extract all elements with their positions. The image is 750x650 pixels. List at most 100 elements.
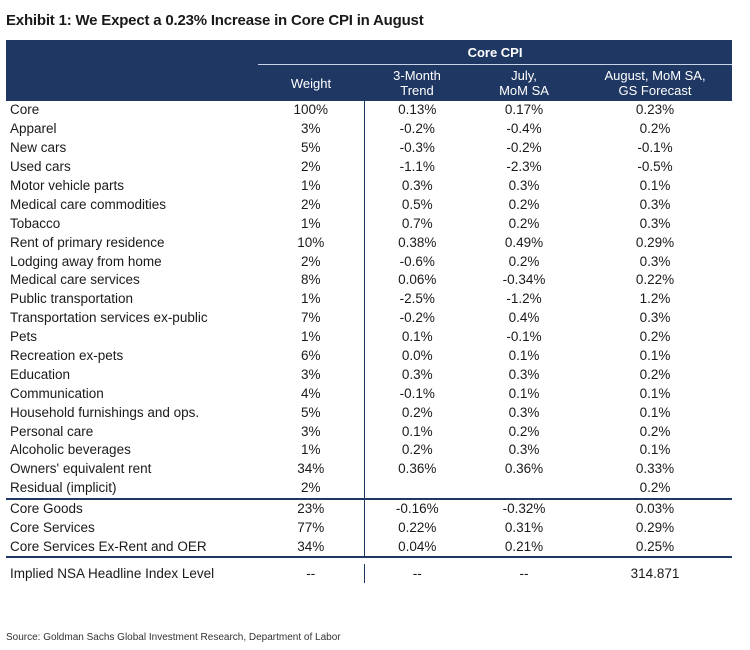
row-label: Household furnishings and ops. (10, 404, 200, 420)
header-july-line1: July, (511, 68, 537, 83)
table-row: Core Goods 23% -0.16% -0.32% 0.03% (6, 498, 732, 519)
table-row: Used cars 2% -1.1% -2.3% -0.5% (6, 157, 732, 177)
cell-weight: 1% (300, 215, 321, 231)
cell-july (470, 479, 578, 498)
table-row: Household furnishings and ops. 5% 0.2% 0.3%… (6, 403, 732, 423)
cell-august-forecast: 314.871 (630, 565, 680, 581)
table-row: Education 3% 0.3% 0.3% 0.2% (6, 365, 732, 385)
cell-july: -0.34% (502, 272, 546, 288)
cell-three-month-trend: -0.1% (363, 384, 470, 404)
cell-july: 0.2% (508, 196, 540, 212)
table-row: Medical care services 8% 0.06% -0.34% 0.22% (6, 271, 732, 290)
header-blank-cell (6, 40, 258, 65)
cell-weight: 2% (300, 196, 321, 212)
table-row: Recreation ex-pets 6% 0.0% 0.1% 0.1% (6, 346, 732, 366)
table-row: Tobacco 1% 0.7% 0.2% 0.3% (6, 214, 732, 234)
row-label: Public transportation (10, 291, 134, 307)
cell-august-forecast: 0.3% (639, 196, 671, 212)
table-row: Motor vehicle parts 1% 0.3% 0.3% 0.1% (6, 176, 732, 196)
cell-three-month-trend: -0.2% (363, 119, 470, 139)
cell-july: 0.1% (508, 348, 540, 364)
cell-august-forecast: 0.1% (639, 385, 671, 401)
table-row: Public transportation 1% -2.5% -1.2% 1.2% (6, 289, 732, 309)
cell-july: 0.2% (508, 215, 540, 231)
cell-july: -0.4% (506, 121, 542, 137)
cell-weight: 6% (300, 348, 321, 364)
row-label: Implied NSA Headline Index Level (10, 565, 215, 581)
table-row: Residual (implicit) 2% 0.2% (6, 478, 732, 498)
cell-july: -0.32% (502, 501, 546, 517)
header-three-month-line1: 3-Month (393, 68, 441, 83)
cell-weight: 1% (300, 329, 321, 345)
row-label: Tobacco (10, 215, 61, 231)
table-body-index: Implied NSA Headline Index Level -- -- -… (6, 564, 732, 584)
cell-three-month-trend: 0.3% (363, 365, 470, 385)
cell-weight: 3% (300, 366, 321, 382)
table-row: Rent of primary residence 10% 0.38% 0.49% 0.… (6, 233, 732, 253)
row-label: Apparel (10, 121, 57, 137)
cell-weight: 77% (297, 520, 325, 536)
cell-three-month-trend: 0.1% (363, 327, 470, 347)
cell-august-forecast: 0.25% (635, 538, 675, 554)
cell-july: 0.17% (504, 102, 544, 118)
cell-weight: 3% (300, 121, 321, 137)
cell-three-month-trend: -0.2% (363, 308, 470, 328)
cell-weight: 3% (300, 423, 321, 439)
table-row: Core Services 77% 0.22% 0.31% 0.29% (6, 518, 732, 538)
cell-three-month-trend: 0.38% (363, 233, 470, 253)
cell-july: 0.3% (508, 442, 540, 458)
table-row: New cars 5% -0.3% -0.2% -0.1% (6, 138, 732, 158)
cell-july: 0.49% (504, 234, 544, 250)
row-label: Recreation ex-pets (10, 348, 124, 364)
cell-august-forecast: 1.2% (639, 291, 671, 307)
cell-august-forecast: 0.22% (635, 272, 675, 288)
cell-july: 0.3% (508, 404, 540, 420)
row-label: Medical care services (10, 272, 140, 288)
table-separator-2 (6, 555, 733, 564)
cell-july: 0.3% (508, 178, 540, 193)
table-row-index-level: Implied NSA Headline Index Level -- -- -… (6, 564, 732, 584)
cell-weight: 1% (300, 178, 321, 193)
cell-three-month-trend: -2.5% (363, 289, 470, 309)
header-august-forecast: August, MoM SA, GS Forecast (578, 64, 733, 101)
header-august-line2: GS Forecast (618, 83, 692, 98)
cell-august-forecast: 0.29% (635, 520, 675, 536)
table-row: Pets 1% 0.1% -0.1% 0.2% (6, 327, 732, 347)
cell-weight: 100% (293, 102, 329, 118)
cell-three-month-trend: 0.06% (363, 271, 470, 290)
table-row: Transportation services ex-public 7% -0.2%… (6, 308, 732, 328)
cell-august-forecast: 0.1% (639, 348, 671, 364)
cell-august-forecast: 0.1% (639, 404, 671, 420)
cell-july: -0.1% (506, 329, 542, 345)
cell-three-month-trend: 0.2% (363, 441, 470, 460)
cell-august-forecast: 0.33% (635, 461, 675, 477)
table-header: Core CPI Weight 3-Month Trend July, MoM … (6, 40, 733, 101)
core-cpi-table: Core CPI Weight 3-Month Trend July, MoM … (6, 40, 733, 584)
row-label: Core Goods (10, 501, 83, 517)
cell-weight: 5% (300, 140, 321, 156)
cell-three-month-trend: -0.16% (363, 498, 470, 519)
cell-july: -0.2% (506, 140, 542, 156)
cell-weight: -- (306, 565, 316, 581)
cell-july: 0.31% (504, 520, 544, 536)
cell-three-month-trend: 0.22% (363, 518, 470, 538)
cell-august-forecast: 0.3% (639, 310, 671, 326)
cell-weight: 1% (300, 442, 321, 458)
table-row: Lodging away from home 2% -0.6% 0.2% 0.3% (6, 252, 732, 272)
cell-august-forecast: 0.3% (639, 215, 671, 231)
cell-august-forecast: 0.2% (639, 121, 671, 137)
exhibit-title: Exhibit 1: We Expect a 0.23% Increase in… (6, 12, 424, 29)
cell-three-month-trend: 0.13% (363, 101, 470, 120)
header-july-line2: MoM SA (499, 83, 549, 98)
row-label: Communication (10, 385, 104, 401)
row-label: Motor vehicle parts (10, 178, 125, 193)
cell-three-month-trend (363, 478, 470, 498)
row-label: Owners' equivalent rent (10, 461, 152, 477)
cell-weight: 34% (297, 538, 325, 554)
core-cpi-table-wrapper: Core CPI Weight 3-Month Trend July, MoM … (6, 40, 733, 584)
cell-august-forecast: -0.5% (637, 159, 673, 175)
header-august-line1: August, MoM SA, (604, 68, 706, 83)
cell-july: 0.36% (504, 461, 544, 477)
header-three-month-trend: 3-Month Trend (364, 64, 470, 101)
row-label: Core Services Ex-Rent and OER (10, 538, 207, 554)
